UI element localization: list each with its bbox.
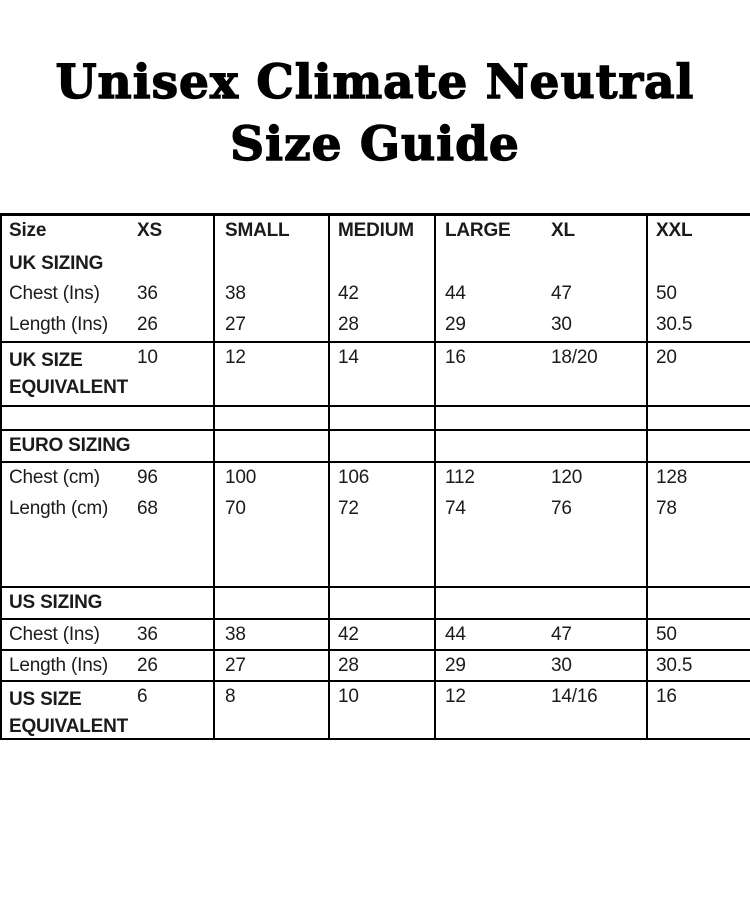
size-column-label: Size — [9, 220, 47, 241]
cell-value: 47 — [551, 624, 572, 645]
cell-value: 70 — [225, 498, 246, 519]
euro-sizing-title-row: EURO SIZING — [2, 431, 750, 461]
cell-value: 78 — [656, 498, 677, 519]
cell-value: 44 — [445, 283, 466, 304]
cell-value: 38 — [225, 624, 246, 645]
uk-size-equivalent-row: UK SIZE EQUIVALENT 10 12 14 16 18/20 20 — [2, 343, 750, 405]
section-title: US SIZING — [9, 592, 103, 613]
cell-value: 6 — [137, 686, 148, 707]
row-label: Length (Ins) — [9, 655, 108, 676]
header-cell-xxl: XXL — [646, 216, 750, 249]
us-sizing-title-section: US SIZING — [2, 588, 750, 620]
cell-value: 120 — [551, 467, 583, 488]
cell-value: 36 — [137, 283, 158, 304]
row-label: US SIZE EQUIVALENT — [9, 689, 129, 737]
size-guide-table: Size XS SMALL MEDIUM LARGE XL XXL UK SIZ… — [0, 213, 750, 740]
cell-value: 8 — [225, 686, 236, 707]
cell-value: 128 — [656, 467, 688, 488]
cell-value: 16 — [656, 686, 677, 707]
cell-value: 30 — [551, 655, 572, 676]
cell-value: 14/16 — [551, 686, 598, 707]
cell-value: 29 — [445, 655, 466, 676]
cell-value: 26 — [137, 314, 158, 335]
header-cell-large-xl: LARGE XL — [434, 216, 646, 249]
cell-value: 16 — [445, 347, 466, 368]
cell-value: 10 — [338, 686, 359, 707]
section-title: UK SIZING — [9, 253, 104, 274]
page-header: Unisex Climate Neutral Size Guide — [0, 0, 750, 213]
col-header-xl: XL — [551, 220, 575, 241]
us-length-section: Length (Ins) 26 27 28 29 30 30.5 — [2, 651, 750, 682]
cell-value: 12 — [445, 686, 466, 707]
cell-value: 27 — [225, 655, 246, 676]
col-header-small: SMALL — [225, 220, 290, 241]
cell-value: 50 — [656, 624, 677, 645]
row-label: Chest (Ins) — [9, 624, 100, 645]
cell-value: 96 — [137, 467, 158, 488]
cell-value: 28 — [338, 655, 359, 676]
row-label: Chest (cm) — [9, 467, 100, 488]
header-cell-small: SMALL — [213, 216, 328, 249]
cell-value: 47 — [551, 283, 572, 304]
page-title-line1: Unisex Climate Neutral — [55, 54, 695, 110]
us-size-equivalent-section: US SIZE EQUIVALENT 6 8 10 12 14/16 16 — [2, 682, 750, 740]
euro-sizing-section: Chest (cm) 96 100 106 112 120 128 Length… — [2, 463, 750, 588]
header-cell-size: Size XS — [2, 216, 213, 249]
cell-value: 27 — [225, 314, 246, 335]
spacer-row-section — [2, 407, 750, 431]
cell-value: 106 — [338, 467, 370, 488]
cell-value: 10 — [137, 347, 158, 368]
col-header-xxl: XXL — [656, 220, 693, 241]
col-header-medium: MEDIUM — [338, 220, 414, 241]
empty-row — [2, 407, 750, 429]
cell-value: 44 — [445, 624, 466, 645]
uk-sizing-title-row: UK SIZING — [2, 249, 750, 279]
cell-value: 29 — [445, 314, 466, 335]
cell-value: 50 — [656, 283, 677, 304]
cell-value: 28 — [338, 314, 359, 335]
row-label: Length (Ins) — [9, 314, 108, 335]
row-label: UK SIZE EQUIVALENT — [9, 350, 129, 398]
cell-value: 76 — [551, 498, 572, 519]
cell-value: 36 — [137, 624, 158, 645]
euro-chest-row: Chest (cm) 96 100 106 112 120 128 — [2, 463, 750, 494]
table-header-row: Size XS SMALL MEDIUM LARGE XL XXL — [2, 216, 750, 249]
cell-value: 30.5 — [656, 314, 693, 335]
col-header-xs: XS — [137, 220, 162, 241]
cell-value: 20 — [656, 347, 677, 368]
uk-length-row: Length (Ins) 26 27 28 29 30 30.5 — [2, 310, 750, 341]
uk-chest-row: Chest (Ins) 36 38 42 44 47 50 — [2, 279, 750, 310]
uk-sizing-section: Size XS SMALL MEDIUM LARGE XL XXL UK SIZ… — [2, 216, 750, 343]
us-size-equivalent-row: US SIZE EQUIVALENT 6 8 10 12 14/16 16 — [2, 682, 750, 738]
euro-length-row: Length (cm) 68 70 72 74 76 78 — [2, 494, 750, 525]
cell-value: 26 — [137, 655, 158, 676]
row-label: Chest (Ins) — [9, 283, 100, 304]
cell-value: 112 — [445, 467, 475, 488]
cell-value: 42 — [338, 624, 359, 645]
cell-value: 72 — [338, 498, 359, 519]
cell-value: 68 — [137, 498, 158, 519]
cell-value: 18/20 — [551, 347, 598, 368]
cell-value: 12 — [225, 347, 246, 368]
cell-value: 14 — [338, 347, 359, 368]
us-chest-section: Chest (Ins) 36 38 42 44 47 50 — [2, 620, 750, 651]
us-chest-row: Chest (Ins) 36 38 42 44 47 50 — [2, 620, 750, 649]
header-cell-medium: MEDIUM — [328, 216, 434, 249]
cell-value: 42 — [338, 283, 359, 304]
cell-value: 30.5 — [656, 655, 693, 676]
us-length-row: Length (Ins) 26 27 28 29 30 30.5 — [2, 651, 750, 680]
cell-value: 38 — [225, 283, 246, 304]
uk-size-equivalent-section: UK SIZE EQUIVALENT 10 12 14 16 18/20 20 — [2, 343, 750, 407]
section-title: EURO SIZING — [9, 435, 131, 456]
euro-sizing-title-section: EURO SIZING — [2, 431, 750, 463]
empty-filler-row — [2, 525, 750, 586]
cell-value: 74 — [445, 498, 466, 519]
row-label: Length (cm) — [9, 498, 109, 519]
page-title-line2: Size Guide — [229, 116, 520, 172]
cell-value: 30 — [551, 314, 572, 335]
us-sizing-title-row: US SIZING — [2, 588, 750, 618]
col-header-large: LARGE — [445, 220, 511, 241]
cell-value: 100 — [225, 467, 257, 488]
